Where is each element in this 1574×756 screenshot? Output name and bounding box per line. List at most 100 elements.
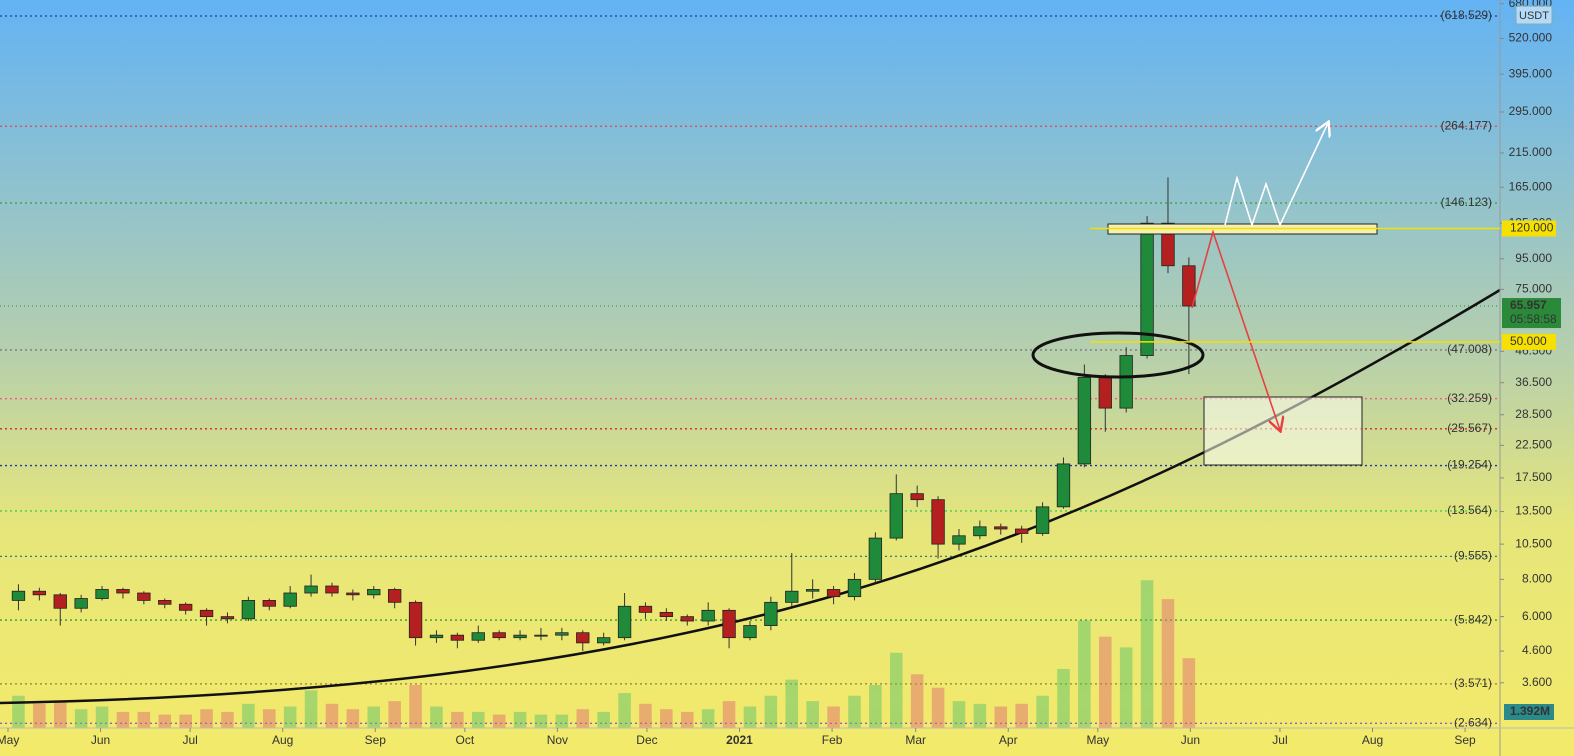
candle-body	[387, 589, 402, 603]
candle-body	[283, 592, 297, 607]
x-tick-label: Jul	[182, 733, 197, 747]
candle-body	[701, 609, 715, 622]
bear-path	[1191, 229, 1280, 430]
candle-body	[429, 634, 444, 639]
x-tick-label: Sep	[1454, 733, 1476, 747]
candle-body	[722, 609, 736, 639]
volume-bar	[262, 709, 276, 728]
volume-bar	[973, 703, 987, 728]
volume-bar	[931, 687, 945, 728]
y-tick-label: 8.000	[1522, 572, 1552, 586]
level-label: (47.008)	[1447, 342, 1492, 356]
candle-body	[325, 585, 339, 594]
volume-bar	[1119, 647, 1133, 728]
volume-bar	[576, 709, 590, 728]
volume-bar	[158, 714, 172, 728]
volume-bar	[471, 711, 485, 728]
volume-bar	[534, 714, 548, 728]
candles	[11, 177, 1196, 652]
level-label: (264.177)	[1441, 118, 1492, 132]
volume-bar	[555, 714, 569, 728]
volume-bar	[346, 709, 360, 728]
volume-bar	[1057, 668, 1070, 728]
volume-bar	[722, 701, 736, 728]
candle-body	[1119, 355, 1133, 409]
candle-body	[95, 589, 109, 599]
candle-body	[764, 601, 778, 626]
y-tick-label: 395.000	[1509, 66, 1553, 80]
candle-body	[1056, 463, 1071, 508]
current-price: 65.957	[1510, 298, 1547, 312]
level-label: (618.529)	[1441, 8, 1492, 22]
y-tick-label: 165.000	[1509, 179, 1553, 193]
y-tick-label: 680.000	[1509, 0, 1553, 10]
price-level-box	[1502, 333, 1556, 350]
candle-body	[931, 499, 945, 545]
volume-bar	[618, 693, 631, 728]
volume-bar	[409, 685, 422, 728]
y-tick-label: 28.500	[1515, 407, 1552, 421]
candle-body	[53, 594, 67, 609]
level-label: (2.634)	[1454, 715, 1492, 729]
candle-body	[1098, 377, 1112, 409]
x-tick-label: Aug	[1362, 733, 1383, 747]
candle-body	[534, 634, 548, 637]
candle-body	[1077, 377, 1092, 465]
candle-body	[659, 611, 674, 618]
candle-body	[952, 535, 966, 545]
volume-bar	[513, 711, 527, 728]
candle-body	[596, 637, 611, 644]
y-tick-label: 75.000	[1515, 282, 1552, 296]
candle-body	[555, 632, 569, 636]
currency: USDT	[1519, 10, 1549, 22]
volume-bar	[53, 701, 67, 728]
level-label: (19.254)	[1447, 458, 1492, 472]
volume-bar	[33, 703, 46, 728]
x-tick-label: Sep	[365, 733, 387, 747]
candle-body	[408, 601, 423, 639]
candle-body	[367, 589, 381, 596]
y-tick-label: 17.500	[1515, 470, 1552, 484]
volume-bar	[492, 714, 506, 728]
volume-bar	[179, 714, 192, 728]
candle-body	[1035, 506, 1050, 534]
y-tick-label: 295.000	[1509, 104, 1553, 118]
candle-body	[513, 634, 527, 639]
candle-body	[973, 526, 987, 537]
volume-bar	[74, 709, 88, 728]
volume-bar	[701, 709, 715, 728]
level-label: (9.555)	[1454, 549, 1492, 563]
volume-bar	[869, 685, 882, 728]
candle-body	[889, 493, 903, 539]
candle-body	[617, 605, 632, 639]
candle-body	[847, 578, 862, 598]
candle-body	[910, 493, 924, 501]
volume-bar	[1078, 620, 1091, 728]
level-label: (3.571)	[1454, 676, 1492, 690]
x-tick-label: Feb	[822, 733, 843, 747]
fib-levels: (618.529) (264.177) (146.123) (47.008) (32.2…	[0, 8, 1500, 729]
volume-bar	[95, 706, 109, 728]
x-tick-label: Aug	[272, 733, 293, 747]
x-tick-label: May	[1086, 733, 1109, 747]
candle-body	[178, 603, 193, 611]
volume-bar	[743, 706, 757, 728]
x-tick-label: Dec	[636, 733, 657, 747]
x-tick-label: Jul	[1272, 733, 1287, 747]
candle-body	[11, 590, 26, 601]
bull-path	[1224, 123, 1328, 228]
candle-body	[199, 609, 214, 618]
candle-body	[262, 600, 276, 607]
volume-bar	[304, 690, 318, 728]
axes: 3.600 4.600 6.000 8.000 10.500 13.500 17.500 22…	[0, 0, 1561, 747]
price-level-label: 120.000	[1510, 221, 1554, 235]
level-label: (13.564)	[1447, 503, 1492, 517]
volume-bar	[1140, 580, 1154, 728]
x-tick-label: Apr	[999, 733, 1018, 747]
y-tick-label: 520.000	[1509, 31, 1553, 45]
volume-bar	[12, 695, 25, 728]
x-tick-label: Mar	[905, 733, 926, 747]
